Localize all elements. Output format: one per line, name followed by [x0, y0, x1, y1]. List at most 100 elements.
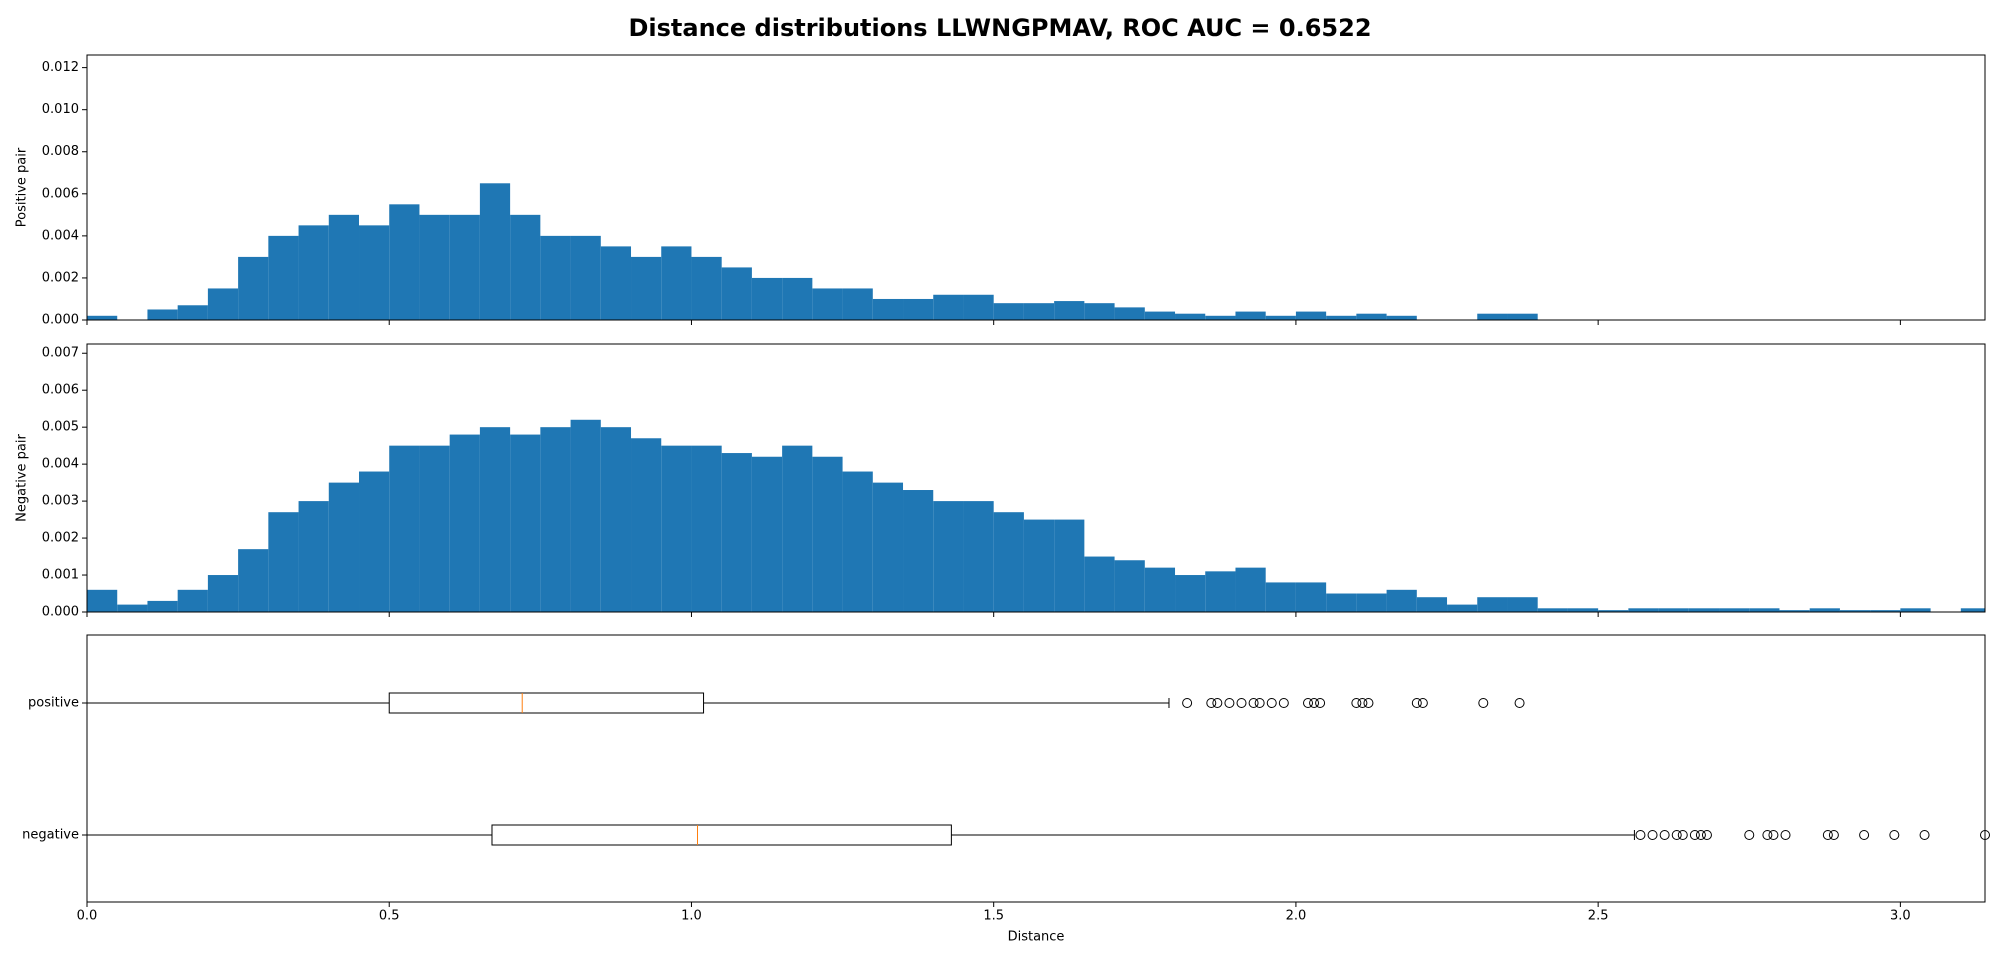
- bar: [812, 288, 843, 320]
- bar: [479, 183, 511, 320]
- figure-title: Distance distributions LLWNGPMAV, ROC AU…: [628, 14, 1371, 42]
- bar: [751, 277, 783, 320]
- bar: [328, 482, 360, 612]
- bar: [570, 419, 601, 612]
- bar: [1114, 307, 1145, 320]
- bar: [842, 471, 873, 612]
- flier: [1701, 830, 1712, 840]
- bar: [238, 549, 269, 612]
- flier: [1309, 698, 1320, 708]
- y-tick-label: 0.000: [42, 605, 79, 620]
- bar: [872, 298, 904, 320]
- flier: [1411, 698, 1422, 708]
- y-tick-label: 0.002: [42, 531, 79, 546]
- y-tick-label: 0.005: [42, 420, 79, 435]
- bar: [1175, 313, 1206, 320]
- bar: [812, 456, 843, 612]
- x-tick-label: 2.5: [1588, 909, 1609, 924]
- bar: [177, 305, 208, 320]
- y-tick-label: 0.006: [42, 383, 79, 398]
- bar: [207, 575, 239, 612]
- flier: [1212, 698, 1223, 708]
- bar: [1507, 313, 1538, 320]
- bar: [1205, 315, 1236, 320]
- bar: [1507, 597, 1538, 612]
- flier: [1182, 698, 1193, 708]
- bar: [1235, 567, 1266, 612]
- axes-frame: [86, 54, 1986, 321]
- flier: [1744, 830, 1755, 840]
- bar: [540, 235, 571, 320]
- bar: [1114, 560, 1145, 612]
- bar: [570, 235, 601, 320]
- y-tick-label: 0.004: [42, 228, 79, 243]
- flier: [1659, 830, 1670, 840]
- bar: [691, 256, 722, 320]
- bar: [1477, 313, 1508, 320]
- bar: [1054, 301, 1085, 320]
- flier: [1859, 830, 1870, 840]
- bar: [449, 434, 480, 612]
- bar: [661, 445, 692, 612]
- bar: [177, 589, 208, 612]
- y-tick-label: 0.007: [42, 346, 79, 361]
- y-tick-label: 0.006: [42, 186, 79, 201]
- flier: [1206, 698, 1217, 708]
- flier: [1254, 698, 1265, 708]
- bar: [631, 438, 662, 612]
- bar: [1628, 608, 1659, 612]
- bar: [1447, 604, 1478, 612]
- flier: [1417, 698, 1428, 708]
- bar: [268, 235, 299, 320]
- y-tick-label: 0.000: [42, 313, 79, 328]
- y-tick-label: 0.003: [42, 494, 79, 509]
- bar: [1900, 608, 1931, 612]
- flier: [1822, 830, 1833, 840]
- bar: [600, 246, 632, 320]
- bar: [782, 445, 813, 612]
- bar: [389, 204, 420, 320]
- bar: [691, 445, 722, 612]
- bar: [510, 434, 541, 612]
- y-axis-label: Positive pair: [15, 147, 30, 227]
- axes-frame: [86, 634, 1986, 903]
- bar: [1386, 589, 1417, 612]
- bar: [1870, 610, 1901, 612]
- bar: [1295, 311, 1327, 320]
- flier: [1303, 698, 1314, 708]
- bar: [1023, 519, 1055, 612]
- bar: [1658, 608, 1689, 612]
- x-tick-label: 1.5: [983, 909, 1004, 924]
- flier: [1828, 830, 1839, 840]
- flier: [1677, 830, 1688, 840]
- bar: [1084, 303, 1115, 320]
- x-tick-label: 1.0: [681, 909, 702, 924]
- bar: [147, 309, 178, 320]
- flier: [1635, 830, 1646, 840]
- y-axis-label: Negative pair: [15, 434, 30, 522]
- bar: [1265, 582, 1296, 612]
- flier: [1266, 698, 1277, 708]
- bar: [1839, 610, 1871, 612]
- flier: [1478, 698, 1489, 708]
- bar: [842, 288, 873, 320]
- flier: [1695, 830, 1706, 840]
- x-tick-label: 0.0: [77, 909, 98, 924]
- bar: [1326, 593, 1357, 612]
- bar: [1477, 597, 1508, 612]
- bar: [933, 501, 964, 612]
- bar: [1295, 582, 1327, 612]
- bar: [600, 427, 632, 612]
- x-axis-label: Distance: [1008, 930, 1065, 945]
- y-tick-label: negative: [22, 828, 79, 843]
- bar: [298, 225, 329, 320]
- flier: [1278, 698, 1289, 708]
- bar: [782, 277, 813, 320]
- bar: [1719, 608, 1750, 612]
- bar: [993, 512, 1024, 612]
- flier: [1351, 698, 1362, 708]
- axes-frame: [86, 343, 1986, 613]
- bar: [449, 214, 480, 320]
- bar: [540, 427, 571, 612]
- y-tick-label: 0.010: [42, 102, 79, 117]
